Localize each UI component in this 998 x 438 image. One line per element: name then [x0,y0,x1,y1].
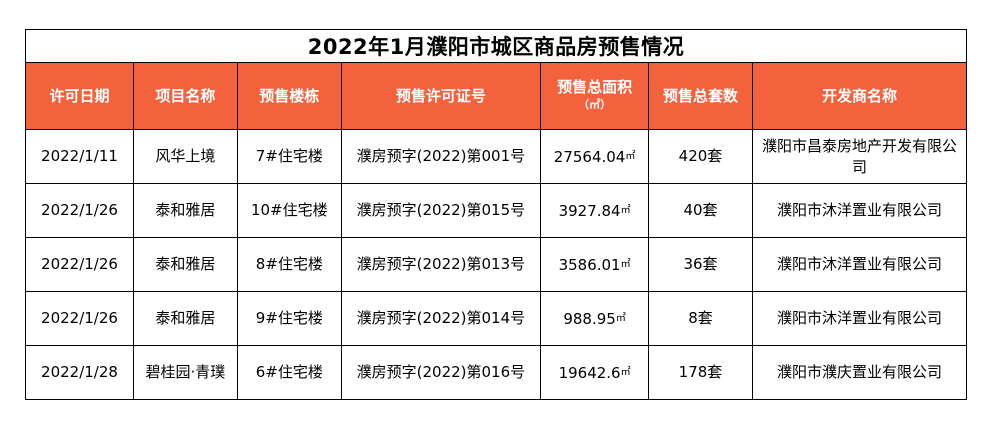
header-row: 许可日期 项目名称 预售楼栋 预售许可证号 预售总面积 （㎡） 预售总套数 开发… [25,62,968,130]
cell-developer: 濮阳市昌泰房地产开发有限公司 [751,129,968,184]
cell-project: 碧桂园·青璞 [133,345,238,400]
header-area: 预售总面积 （㎡） [540,62,650,130]
header-project: 项目名称 [133,62,238,130]
header-license: 预售许可证号 [340,62,542,130]
cell-building: 8#住宅楼 [236,237,342,292]
cell-project: 泰和雅居 [133,291,238,346]
cell-date: 2022/1/26 [25,183,134,238]
table-title: 2022年1月濮阳市城区商品房预售情况 [25,29,967,63]
area-unit: ㎡ [620,366,631,378]
header-building: 预售楼栋 [236,62,342,130]
presale-table: 2022年1月濮阳市城区商品房预售情况 许可日期 项目名称 预售楼栋 预售许可证… [25,29,968,400]
cell-developer: 濮阳市濮庆置业有限公司 [751,345,968,400]
cell-area: 3586.01㎡ [540,237,650,292]
cell-area: 19642.6㎡ [540,345,650,400]
cell-units: 420套 [648,129,753,184]
header-units: 预售总套数 [648,62,753,130]
header-area-unit: （㎡） [578,98,612,111]
area-unit: ㎡ [620,258,631,270]
header-area-label: 预售总面积 [557,78,633,96]
cell-date: 2022/1/11 [25,129,134,184]
cell-building: 7#住宅楼 [236,129,342,184]
cell-license: 濮房预字(2022)第014号 [340,291,542,346]
header-date: 许可日期 [25,62,134,130]
area-value: 27564.04 [553,147,626,166]
area-unit: ㎡ [615,312,626,324]
cell-building: 6#住宅楼 [236,345,342,400]
cell-developer: 濮阳市沐洋置业有限公司 [751,291,968,346]
area-value: 19642.6 [558,363,621,382]
cell-developer: 濮阳市沐洋置业有限公司 [751,183,968,238]
cell-date: 2022/1/26 [25,237,134,292]
cell-units: 36套 [648,237,753,292]
cell-developer: 濮阳市沐洋置业有限公司 [751,237,968,292]
table-row: 2022/1/28 碧桂园·青璞 6#住宅楼 濮房预字(2022)第016号 1… [25,345,968,400]
cell-date: 2022/1/26 [25,291,134,346]
cell-area: 27564.04㎡ [540,129,650,184]
area-value: 988.95 [563,309,616,328]
cell-project: 风华上境 [133,129,238,184]
cell-units: 8套 [648,291,753,346]
cell-units: 178套 [648,345,753,400]
area-value: 3586.01 [558,255,621,274]
cell-building: 9#住宅楼 [236,291,342,346]
table-row: 2022/1/26 泰和雅居 10#住宅楼 濮房预字(2022)第015号 39… [25,183,968,238]
cell-license: 濮房预字(2022)第013号 [340,237,542,292]
cell-license: 濮房预字(2022)第001号 [340,129,542,184]
table-row: 2022/1/11 风华上境 7#住宅楼 濮房预字(2022)第001号 275… [25,129,968,184]
cell-project: 泰和雅居 [133,183,238,238]
title-row: 2022年1月濮阳市城区商品房预售情况 [25,29,967,63]
table-row: 2022/1/26 泰和雅居 8#住宅楼 濮房预字(2022)第013号 358… [25,237,968,292]
cell-units: 40套 [648,183,753,238]
area-unit: ㎡ [625,150,636,162]
cell-date: 2022/1/28 [25,345,134,400]
area-unit: ㎡ [620,204,631,216]
cell-project: 泰和雅居 [133,237,238,292]
presale-sheet: 2022年1月濮阳市城区商品房预售情况 许可日期 项目名称 预售楼栋 预售许可证… [25,29,968,400]
header-developer: 开发商名称 [751,62,968,130]
cell-building: 10#住宅楼 [236,183,342,238]
cell-license: 濮房预字(2022)第015号 [340,183,542,238]
area-value: 3927.84 [558,201,621,220]
table-row: 2022/1/26 泰和雅居 9#住宅楼 濮房预字(2022)第014号 988… [25,291,968,346]
cell-area: 988.95㎡ [540,291,650,346]
cell-license: 濮房预字(2022)第016号 [340,345,542,400]
cell-area: 3927.84㎡ [540,183,650,238]
